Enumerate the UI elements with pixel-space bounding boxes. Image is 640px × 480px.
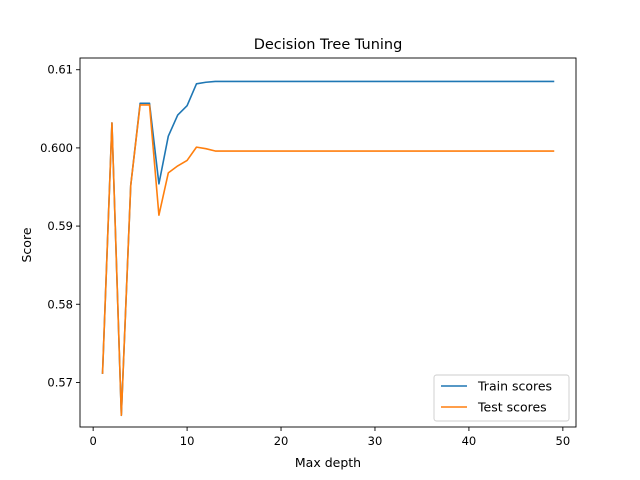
y-tick-label: 0.59 [47,219,73,233]
y-axis-label: Score [19,227,34,262]
series-line-1 [101,80,555,417]
x-tick-label: 0 [89,434,96,448]
y-tick-label: 0.58 [47,297,73,311]
x-tick-label: 50 [556,434,571,448]
series-line-2 [101,104,555,417]
y-tick-label: 0.57 [47,375,73,389]
plot-area: 0 10 20 30 40 50 0.57 0.58 0.59 0.600 0.61 [40,57,577,448]
x-tick-label: 30 [368,434,383,448]
y-tick-label: 0.600 [40,141,73,155]
x-axis-label: Max depth [295,455,361,470]
legend-box [433,374,570,422]
legend-label-1: Train scores [477,379,552,394]
chart-title: Decision Tree Tuning [254,37,403,53]
x-tick-label: 40 [462,434,477,448]
legend-label-2: Test scores [477,400,547,415]
axes-frame [79,57,577,428]
x-tick-label: 20 [274,434,289,448]
x-tick-label: 10 [180,434,195,448]
y-tick-label: 0.61 [47,63,73,77]
legend: Train scores Test scores [433,374,570,422]
